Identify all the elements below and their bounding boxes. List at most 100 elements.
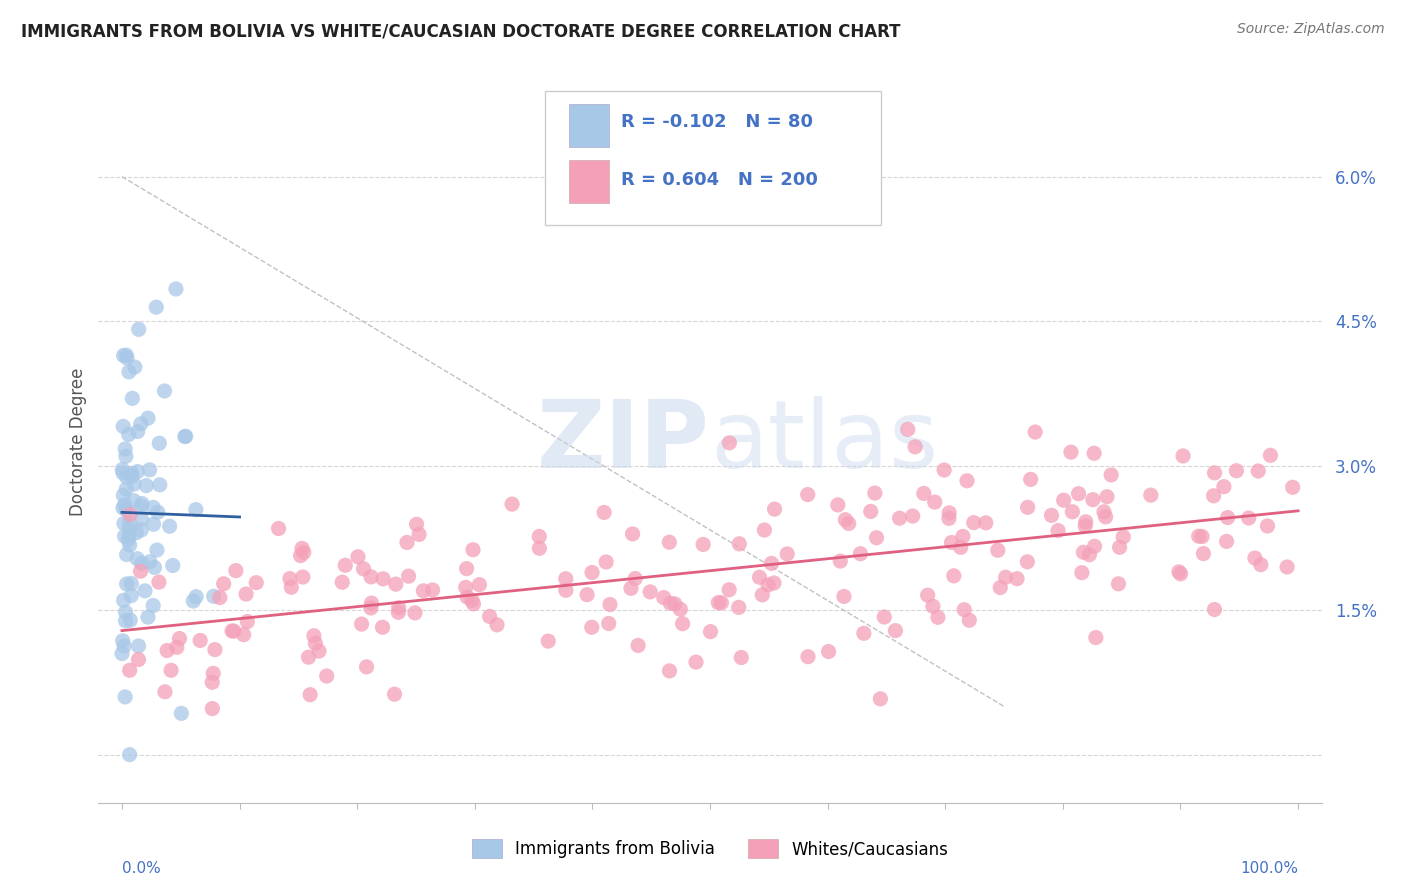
Point: [115, 548, 138, 562]
Point: [1095, 490, 1118, 504]
Point: [170, 706, 193, 721]
Point: [599, 598, 621, 612]
Point: [184, 502, 207, 516]
Point: [117, 533, 139, 547]
Point: [169, 632, 191, 646]
Point: [952, 529, 974, 543]
Point: [111, 633, 134, 648]
Point: [304, 636, 326, 650]
Point: [901, 509, 924, 524]
Point: [554, 572, 576, 586]
Point: [174, 429, 197, 443]
Point: [114, 498, 136, 512]
Point: [188, 633, 211, 648]
Point: [184, 590, 207, 604]
Point: [232, 627, 254, 641]
Point: [1081, 492, 1104, 507]
Point: [202, 589, 225, 603]
Point: [1024, 425, 1046, 439]
Point: [1192, 547, 1215, 561]
Point: [927, 610, 949, 624]
Point: [838, 516, 860, 531]
Text: ZIP: ZIP: [537, 395, 710, 488]
Point: [114, 614, 136, 628]
Point: [148, 575, 170, 590]
Point: [315, 669, 337, 683]
Point: [111, 500, 134, 515]
Point: [160, 663, 183, 677]
Point: [267, 521, 290, 535]
Point: [235, 587, 257, 601]
Point: [353, 562, 375, 576]
Point: [136, 610, 159, 624]
Point: [129, 500, 152, 514]
Point: [796, 487, 818, 501]
Point: [1260, 448, 1282, 462]
Point: [408, 527, 430, 541]
Point: [245, 575, 267, 590]
Point: [917, 588, 939, 602]
Point: [624, 572, 647, 586]
Point: [1094, 509, 1116, 524]
Point: [236, 615, 259, 629]
Point: [120, 576, 142, 591]
Point: [149, 478, 172, 492]
Point: [142, 500, 165, 515]
Point: [404, 606, 426, 620]
Point: [1092, 505, 1115, 519]
Point: [153, 685, 176, 699]
Text: 100.0%: 100.0%: [1240, 861, 1298, 876]
Y-axis label: Doctorate Degree: Doctorate Degree: [69, 368, 87, 516]
Point: [849, 547, 872, 561]
Point: [128, 639, 150, 653]
Point: [554, 583, 576, 598]
Point: [127, 465, 149, 479]
Point: [201, 675, 224, 690]
Point: [659, 596, 682, 610]
Point: [852, 626, 875, 640]
Point: [692, 537, 714, 551]
Point: [112, 349, 135, 363]
Point: [463, 597, 485, 611]
Point: [1062, 505, 1084, 519]
Point: [120, 613, 142, 627]
Point: [751, 588, 773, 602]
Point: [156, 643, 179, 657]
Point: [1202, 489, 1225, 503]
Point: [114, 529, 136, 543]
Point: [1244, 551, 1267, 566]
Point: [830, 554, 852, 568]
Point: [987, 543, 1010, 558]
Point: [699, 624, 721, 639]
Point: [371, 572, 394, 586]
Point: [117, 427, 139, 442]
Point: [1256, 519, 1278, 533]
Point: [889, 511, 911, 525]
Point: [1107, 577, 1129, 591]
Point: [932, 463, 955, 477]
Point: [127, 425, 149, 439]
Point: [924, 495, 946, 509]
Point: [384, 577, 406, 591]
Point: [863, 486, 886, 500]
Point: [292, 545, 315, 559]
Point: [974, 516, 997, 530]
Point: [762, 576, 785, 591]
Point: [461, 542, 484, 557]
Point: [302, 629, 325, 643]
Point: [832, 590, 855, 604]
Point: [115, 577, 138, 591]
Point: [121, 467, 143, 481]
Point: [922, 599, 945, 614]
Point: [127, 652, 149, 666]
Point: [754, 523, 776, 537]
Point: [827, 498, 849, 512]
Point: [1053, 493, 1076, 508]
Point: [581, 620, 603, 634]
Point: [114, 442, 136, 456]
Point: [360, 601, 382, 615]
Point: [136, 411, 159, 425]
Point: [384, 687, 406, 701]
Point: [131, 557, 153, 571]
Point: [111, 647, 134, 661]
